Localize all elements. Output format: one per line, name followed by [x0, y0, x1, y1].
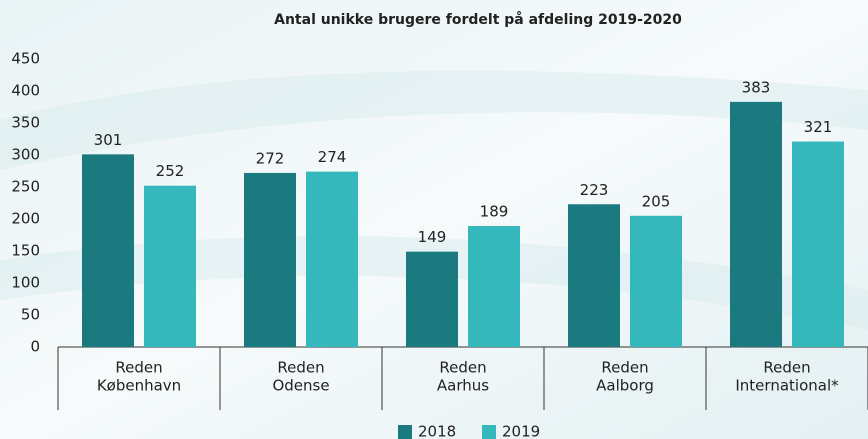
y-tick-label: 350	[11, 114, 40, 132]
bar	[468, 226, 520, 347]
bar	[568, 204, 620, 347]
y-tick-label: 50	[21, 306, 40, 324]
x-tick-label: Aarhus	[437, 377, 489, 395]
x-tick-label: København	[97, 377, 181, 395]
value-label: 189	[480, 203, 509, 221]
x-tick-label: Reden	[277, 359, 324, 377]
value-label: 301	[94, 131, 123, 149]
x-tick-label: Reden	[763, 359, 810, 377]
y-tick-label: 300	[11, 146, 40, 164]
bar	[406, 252, 458, 347]
legend-label: 2018	[418, 423, 456, 439]
bar	[630, 216, 682, 347]
value-label: 383	[742, 78, 771, 96]
bar	[144, 186, 196, 347]
value-label: 223	[580, 181, 609, 199]
y-tick-label: 100	[11, 274, 40, 292]
x-tick-label: International*	[735, 377, 839, 395]
bar	[82, 154, 134, 347]
value-label: 272	[256, 149, 285, 167]
legend-label: 2019	[502, 423, 540, 439]
value-label: 205	[642, 192, 671, 210]
x-tick-label: Aalborg	[596, 377, 654, 395]
legend-swatch	[398, 425, 412, 439]
y-tick-label: 200	[11, 210, 40, 228]
x-tick-label: Odense	[272, 377, 329, 395]
y-tick-label: 450	[11, 50, 40, 68]
x-tick-label: Reden	[601, 359, 648, 377]
legend-swatch	[482, 425, 496, 439]
chart: Antal unikke brugere fordelt på afdeling…	[0, 0, 868, 439]
value-label: 274	[318, 148, 347, 166]
bar	[244, 173, 296, 347]
chart-title: Antal unikke brugere fordelt på afdeling…	[274, 11, 682, 28]
value-label: 252	[156, 162, 185, 180]
y-tick-label: 400	[11, 82, 40, 100]
bar	[730, 102, 782, 347]
bar	[306, 172, 358, 347]
y-tick-label: 0	[30, 338, 40, 356]
y-tick-label: 150	[11, 242, 40, 260]
bar	[792, 142, 844, 347]
x-tick-label: Reden	[115, 359, 162, 377]
x-tick-label: Reden	[439, 359, 486, 377]
y-tick-label: 250	[11, 178, 40, 196]
value-label: 149	[418, 228, 447, 246]
value-label: 321	[804, 118, 833, 136]
